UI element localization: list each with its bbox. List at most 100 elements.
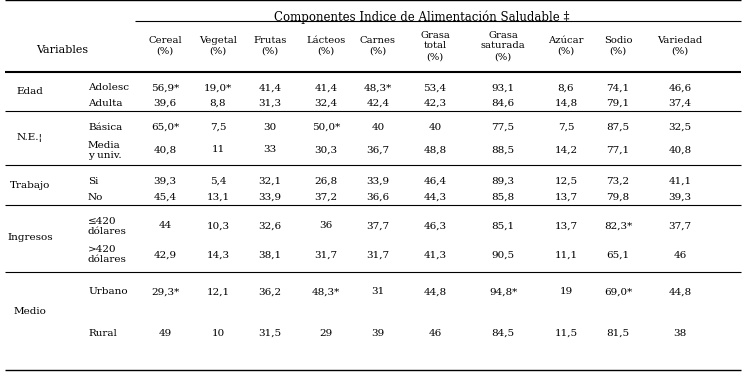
Text: 84,6: 84,6 <box>492 99 515 107</box>
Text: 38,1: 38,1 <box>258 251 281 260</box>
Text: 33,9: 33,9 <box>258 192 281 201</box>
Text: 19: 19 <box>560 288 573 296</box>
Text: 8,6: 8,6 <box>558 84 574 93</box>
Text: 36,6: 36,6 <box>366 192 389 201</box>
Text: 36,7: 36,7 <box>366 146 389 155</box>
Text: 93,1: 93,1 <box>492 84 515 93</box>
Text: 14,2: 14,2 <box>554 146 577 155</box>
Text: (%): (%) <box>671 47 689 56</box>
Text: ≤420: ≤420 <box>88 217 116 226</box>
Text: 29,3*: 29,3* <box>151 288 179 296</box>
Text: 11: 11 <box>211 146 225 155</box>
Text: dólares: dólares <box>88 226 127 235</box>
Text: 56,9*: 56,9* <box>151 84 179 93</box>
Text: 33,9: 33,9 <box>366 177 389 186</box>
Text: 12,5: 12,5 <box>554 177 577 186</box>
Text: 14,3: 14,3 <box>207 251 230 260</box>
Text: 31,7: 31,7 <box>314 251 337 260</box>
Text: 32,5: 32,5 <box>668 122 692 132</box>
Text: 11,5: 11,5 <box>554 328 577 338</box>
Text: Variables: Variables <box>36 45 88 55</box>
Text: Edad: Edad <box>16 87 43 96</box>
Text: Medio: Medio <box>13 307 46 316</box>
Text: Si: Si <box>88 177 98 186</box>
Text: (%): (%) <box>609 47 627 56</box>
Text: Urbano: Urbano <box>88 288 128 296</box>
Text: 40,8: 40,8 <box>154 146 177 155</box>
Text: 13,7: 13,7 <box>554 222 577 231</box>
Text: saturada: saturada <box>480 42 525 51</box>
Text: total: total <box>424 42 447 51</box>
Text: 89,3: 89,3 <box>492 177 515 186</box>
Text: Grasa: Grasa <box>420 31 450 39</box>
Text: 48,3*: 48,3* <box>312 288 340 296</box>
Text: 85,8: 85,8 <box>492 192 515 201</box>
Text: N.E.¦: N.E.¦ <box>17 133 43 143</box>
Text: 87,5: 87,5 <box>606 122 630 132</box>
Text: 10: 10 <box>211 328 225 338</box>
Text: 39,3: 39,3 <box>154 177 177 186</box>
Text: 65,1: 65,1 <box>606 251 630 260</box>
Text: Carnes: Carnes <box>360 36 396 45</box>
Text: No: No <box>88 192 104 201</box>
Text: 77,1: 77,1 <box>606 146 630 155</box>
Text: 49: 49 <box>158 328 172 338</box>
Text: Azúcar: Azúcar <box>548 36 584 45</box>
Text: 5,4: 5,4 <box>210 177 226 186</box>
Text: 31,7: 31,7 <box>366 251 389 260</box>
Text: (%): (%) <box>317 47 335 56</box>
Text: 7,5: 7,5 <box>558 122 574 132</box>
Text: Adulta: Adulta <box>88 99 122 107</box>
Text: 36,2: 36,2 <box>258 288 281 296</box>
Text: 7,5: 7,5 <box>210 122 226 132</box>
Text: 14,8: 14,8 <box>554 99 577 107</box>
Text: 39,3: 39,3 <box>668 192 692 201</box>
Text: 11,1: 11,1 <box>554 251 577 260</box>
Text: 40: 40 <box>372 122 385 132</box>
Text: 31,3: 31,3 <box>258 99 281 107</box>
Text: Variedad: Variedad <box>657 36 703 45</box>
Text: 81,5: 81,5 <box>606 328 630 338</box>
Text: >420: >420 <box>88 245 116 254</box>
Text: 53,4: 53,4 <box>424 84 447 93</box>
Text: 79,8: 79,8 <box>606 192 630 201</box>
Text: 42,3: 42,3 <box>424 99 447 107</box>
Text: 50,0*: 50,0* <box>312 122 340 132</box>
Text: 46,6: 46,6 <box>668 84 692 93</box>
Text: 79,1: 79,1 <box>606 99 630 107</box>
Text: 46,4: 46,4 <box>424 177 447 186</box>
Text: 74,1: 74,1 <box>606 84 630 93</box>
Text: 37,7: 37,7 <box>366 222 389 231</box>
Text: y univ.: y univ. <box>88 150 122 160</box>
Text: 69,0*: 69,0* <box>604 288 632 296</box>
Text: 39: 39 <box>372 328 385 338</box>
Text: 13,1: 13,1 <box>207 192 230 201</box>
Text: Lácteos: Lácteos <box>307 36 345 45</box>
Text: 38: 38 <box>674 328 686 338</box>
Text: Trabajo: Trabajo <box>10 181 50 189</box>
Text: 44,8: 44,8 <box>668 288 692 296</box>
Text: 33: 33 <box>263 146 277 155</box>
Text: 36: 36 <box>319 222 333 231</box>
Text: 77,5: 77,5 <box>492 122 515 132</box>
Text: 90,5: 90,5 <box>492 251 515 260</box>
Text: 30,3: 30,3 <box>314 146 337 155</box>
Text: 42,4: 42,4 <box>366 99 389 107</box>
Text: 65,0*: 65,0* <box>151 122 179 132</box>
Text: Adolesc: Adolesc <box>88 84 129 93</box>
Text: 41,4: 41,4 <box>258 84 281 93</box>
Text: 37,2: 37,2 <box>314 192 337 201</box>
Text: 44,3: 44,3 <box>424 192 447 201</box>
Text: 82,3*: 82,3* <box>604 222 632 231</box>
Text: 37,4: 37,4 <box>668 99 692 107</box>
Text: Ingresos: Ingresos <box>7 234 53 243</box>
Text: (%): (%) <box>427 53 444 62</box>
Text: 48,3*: 48,3* <box>364 84 392 93</box>
Text: 44,8: 44,8 <box>424 288 447 296</box>
Text: (%): (%) <box>261 47 278 56</box>
Text: 30: 30 <box>263 122 277 132</box>
Text: Rural: Rural <box>88 328 117 338</box>
Text: Componentes Indice de Alimentación Saludable ‡: Componentes Indice de Alimentación Salud… <box>275 11 570 25</box>
Text: (%): (%) <box>157 47 174 56</box>
Text: 41,1: 41,1 <box>668 177 692 186</box>
